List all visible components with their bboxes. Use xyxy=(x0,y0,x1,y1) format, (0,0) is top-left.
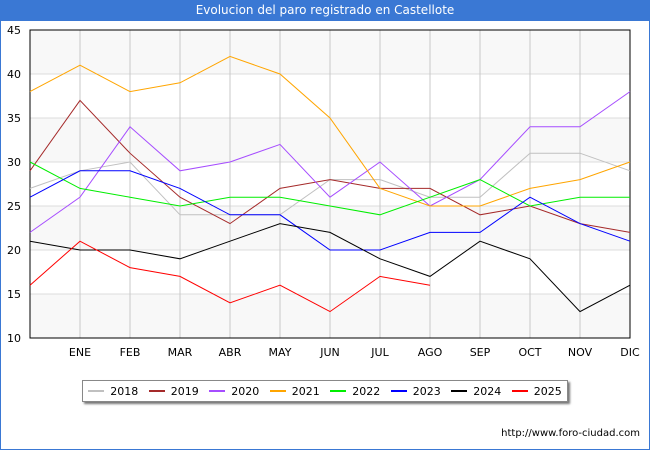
y-tick-label: 40 xyxy=(7,68,21,81)
y-tick-label: 30 xyxy=(7,156,21,169)
x-tick-label: SEP xyxy=(470,346,491,359)
y-tick-label: 45 xyxy=(7,24,21,37)
series-line-2020 xyxy=(29,91,631,233)
x-tick-label: DIC xyxy=(620,346,640,359)
legend-item-2025: 2025 xyxy=(511,384,562,398)
legend-label: 2025 xyxy=(533,384,562,398)
legend-swatch xyxy=(209,390,226,392)
legend-label: 2018 xyxy=(110,384,139,398)
legend-item-2021: 2021 xyxy=(269,384,320,398)
y-tick-label: 15 xyxy=(7,288,21,301)
legend-item-2019: 2019 xyxy=(148,384,199,398)
legend: 2018 2019 2020 2021 2022 2023 2024 2025 xyxy=(82,380,568,402)
legend-label: 2024 xyxy=(473,384,502,398)
chart-title: Evolucion del paro registrado en Castell… xyxy=(0,0,650,21)
x-tick-label: JUN xyxy=(319,346,340,359)
source-url: http://www.foro-ciudad.com xyxy=(501,428,640,439)
legend-label: 2022 xyxy=(352,384,381,398)
legend-item-2024: 2024 xyxy=(451,385,501,398)
legend-item-2022: 2022 xyxy=(330,385,380,398)
legend-item-2018: 2018 xyxy=(88,385,138,398)
legend-swatch xyxy=(269,390,286,392)
y-tick-label: 25 xyxy=(7,200,21,213)
series-line-2024 xyxy=(29,223,631,313)
legend-swatch xyxy=(390,390,407,392)
x-tick-label: AGO xyxy=(418,346,443,359)
legend-item-2020: 2020 xyxy=(209,385,259,398)
y-tick-label: 20 xyxy=(7,244,21,257)
legend-label: 2020 xyxy=(231,384,260,398)
x-tick-label: ABR xyxy=(219,346,242,359)
x-tick-label: MAY xyxy=(269,346,292,359)
series-line-2025 xyxy=(29,240,431,313)
x-tick-label: MAR xyxy=(168,346,193,359)
x-tick-label: OCT xyxy=(518,346,541,359)
legend-swatch xyxy=(451,390,468,392)
x-tick-label: JUL xyxy=(370,346,389,359)
x-tick-label: ENE xyxy=(69,346,91,359)
legend-swatch xyxy=(88,390,105,392)
legend-label: 2023 xyxy=(412,384,441,398)
series-line-2023 xyxy=(29,170,631,251)
series-line-2022 xyxy=(29,161,630,216)
legend-swatch xyxy=(511,390,528,392)
x-tick-label: NOV xyxy=(568,346,593,359)
y-tick-label: 10 xyxy=(7,332,21,345)
x-tick-label: FEB xyxy=(120,346,141,359)
legend-swatch xyxy=(330,390,347,392)
legend-item-2023: 2023 xyxy=(390,384,441,398)
plot-border xyxy=(29,29,631,339)
y-tick-label: 35 xyxy=(7,112,21,125)
legend-label: 2021 xyxy=(291,384,320,398)
legend-label: 2019 xyxy=(170,384,199,398)
legend-swatch xyxy=(148,390,165,392)
series-line-2021 xyxy=(29,55,631,207)
